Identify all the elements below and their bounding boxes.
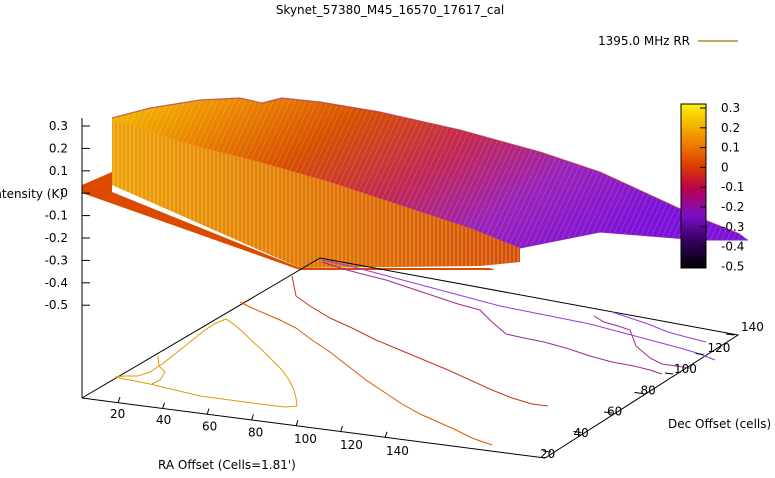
x-tick-label: 120 [340,438,363,452]
contour-line-minus-0.1b [593,315,691,369]
z-tick-label: -0.2 [45,231,68,245]
y-tick-mark [603,411,613,414]
colorbar-tick-label: -0.3 [721,220,744,234]
contour-line-minus-0.1 [321,261,663,375]
y-tick-label: 60 [607,405,622,419]
y-tick-mark [542,450,552,453]
z-tick-label: 0 [60,186,68,200]
y-tick-mark [573,431,582,433]
y-tick-label: 140 [741,320,764,334]
z-tick-label: -0.4 [45,276,68,290]
z-tick-label: 0.1 [49,164,68,178]
chart-title: Skynet_57380_M45_16570_17617_cal [276,3,504,17]
x-tick-label: 40 [156,413,171,427]
legend-label: 1395.0 MHz RR [598,34,690,48]
colorbar-tick-label: -0.2 [721,200,744,214]
y-tick-label: 120 [708,341,731,355]
x-axis: 20 40 60 80 100 120 140 RA Offset (Cells=1.81'… [110,396,409,472]
y-tick-label: 80 [641,383,656,397]
contour-line-0.2b [151,355,166,385]
surface-skirt [82,172,495,270]
x-tick-label: 60 [202,419,217,433]
contour-line-0.2 [114,318,298,408]
z-tick-label: 0.3 [49,119,68,133]
colorbar-tick-label: 0.1 [721,141,740,155]
y-tick-label: 20 [540,447,555,461]
base-box [81,257,740,459]
y-tick-mark [695,353,704,355]
colorbar-tick-label: 0 [721,160,729,174]
x-tick-mark [162,402,165,409]
x-tick-mark [117,396,121,404]
contour-line-0.0 [291,275,549,407]
x-tick-mark [384,431,388,438]
y-axis: 20 40 60 80 100 120 140 Dec Offset (cells) [540,320,771,461]
y-tick-mark [634,392,643,394]
contour-line-0.1 [239,301,493,446]
contours [114,259,716,446]
z-tick-label: -0.1 [45,209,68,223]
x-tick-label: 100 [294,432,317,446]
x-tick-label: 80 [248,426,263,440]
x-tick-mark [295,420,299,427]
z-axis: 0.3 0.2 0.1 0 -0.1 -0.2 -0.3 -0.4 -0.5 Intensity… [0,118,90,398]
y-tick-label: 100 [674,362,697,376]
y-tick-label: 40 [574,426,589,440]
x-tick-label: 20 [110,407,125,421]
z-tick-label: -0.5 [45,298,68,312]
x-tick-mark [251,414,254,421]
z-tick-label: 0.2 [49,141,68,155]
y-axis-label: Dec Offset (cells) [668,417,771,431]
z-axis-label: Intensity (K) [0,187,64,201]
y-tick-mark [725,333,735,336]
z-tick-label: -0.3 [45,253,68,267]
colorbar-gradient [680,103,707,269]
contour-line-minus-0.2b [611,311,707,343]
colorbar-tick-label: 0.2 [721,121,740,135]
legend: 1395.0 MHz RR [598,34,738,48]
surface [82,97,748,270]
colorbar: 0.3 0.2 0.1 0 -0.1 -0.2 -0.3 -0.4 -0.5 [680,101,744,273]
x-tick-mark [206,408,210,415]
contour-line-minus-0.2 [321,259,716,361]
colorbar-tick-label: 0.3 [721,101,740,115]
colorbar-tick-label: -0.5 [721,259,744,273]
x-axis-label: RA Offset (Cells=1.81') [158,458,296,472]
y-tick-mark [664,372,674,375]
x-tick-label: 140 [386,444,409,458]
x-tick-mark [340,425,343,433]
colorbar-tick-label: -0.1 [721,180,744,194]
colorbar-tick-label: -0.4 [721,240,744,254]
